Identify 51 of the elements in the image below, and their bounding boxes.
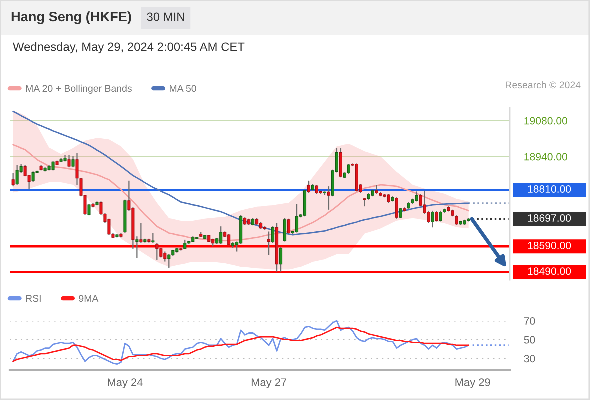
candlestick xyxy=(136,236,139,259)
text: 18697.00 xyxy=(528,214,572,222)
candlestick xyxy=(395,197,398,220)
legend-label: RSI xyxy=(26,295,41,302)
line-series xyxy=(12,110,470,236)
chart-title: Hang Seng (HKFE) xyxy=(12,12,132,24)
candlestick xyxy=(272,226,275,244)
x-tick-label: May 27 xyxy=(252,378,286,389)
y-tick-label: 70 xyxy=(524,317,536,325)
chart-subtitle: Wednesday, May 29, 2024 2:00:45 AM CET xyxy=(13,42,245,54)
x-tick-label: May 24 xyxy=(108,378,143,389)
candlestick xyxy=(184,239,187,250)
legend-label: MA 20 + Bollinger Bands xyxy=(26,84,132,94)
candlestick xyxy=(164,251,167,262)
candlestick xyxy=(220,226,223,245)
y-tick-label: 19080.00 xyxy=(524,117,568,125)
candlestick xyxy=(431,210,434,228)
y-tick-label: 50 xyxy=(524,336,536,344)
text: 30 MIN xyxy=(147,12,184,22)
text: Research © 2024 xyxy=(506,81,581,89)
candlestick xyxy=(72,156,75,168)
line-series xyxy=(12,326,470,362)
candlestick xyxy=(152,232,155,244)
candlestick xyxy=(315,184,319,195)
candlestick xyxy=(32,171,35,183)
line-series xyxy=(12,320,470,366)
candlestick xyxy=(68,154,71,168)
y-tick-label: 18940.00 xyxy=(524,153,568,161)
candlestick xyxy=(16,164,19,186)
candlestick xyxy=(140,222,143,244)
candlestick xyxy=(347,164,350,175)
candlestick xyxy=(168,254,171,270)
candlestick xyxy=(156,242,159,261)
legend-label: MA 50 xyxy=(170,85,196,92)
candlestick xyxy=(12,172,15,188)
candlestick xyxy=(296,204,299,234)
candlestick xyxy=(375,184,378,195)
candlestick xyxy=(339,148,342,178)
candlestick xyxy=(268,231,271,256)
candlestick xyxy=(288,218,291,235)
legend-label: 9MA xyxy=(79,295,99,302)
ref-line-label: 18590.00 xyxy=(528,242,572,250)
ref-line-label: 18490.00 xyxy=(528,268,572,276)
candlestick xyxy=(455,215,458,226)
candlestick xyxy=(327,186,331,210)
x-tick-label: May 29 xyxy=(456,378,490,389)
ref-line-label: 18810.00 xyxy=(528,186,572,193)
candlestick xyxy=(284,218,287,242)
candlestick xyxy=(307,180,311,194)
candlestick xyxy=(280,246,283,272)
y-tick-label: 30 xyxy=(524,355,536,363)
